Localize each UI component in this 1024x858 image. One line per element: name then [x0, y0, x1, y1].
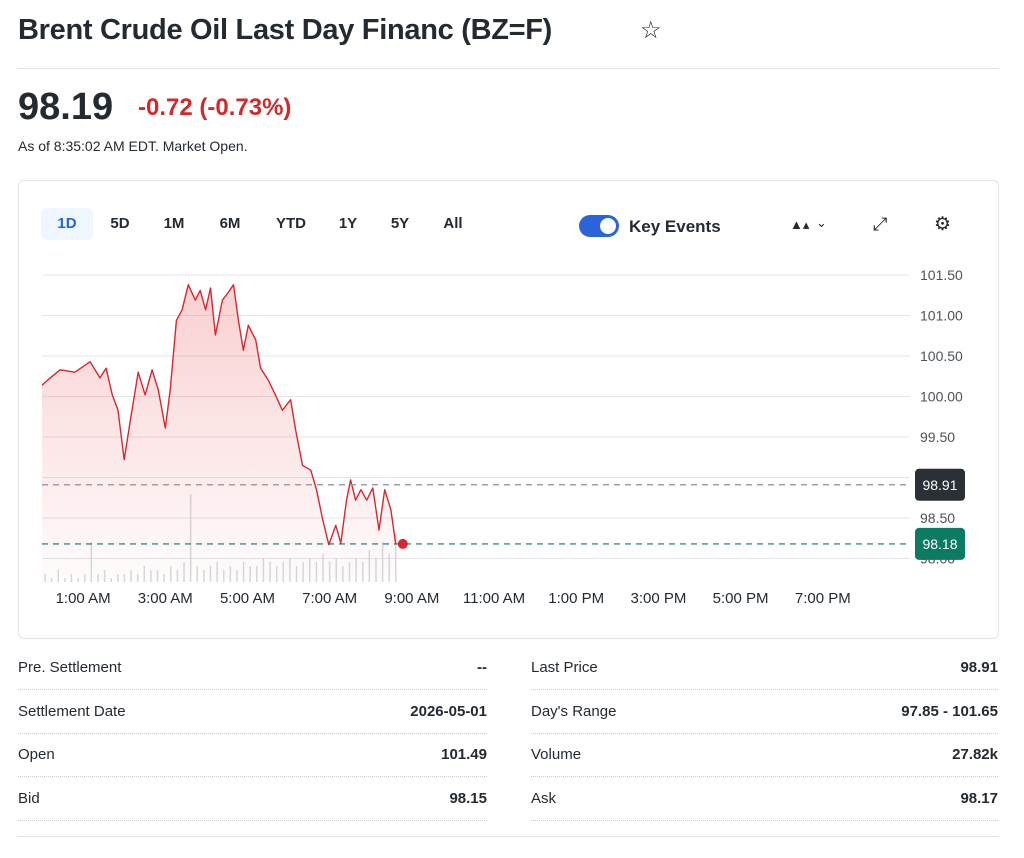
range-tab-5y[interactable]: 5Y: [390, 215, 410, 232]
range-tab-1y[interactable]: 1Y: [338, 215, 358, 232]
stat-label: Volume: [531, 746, 582, 763]
stat-row: Open 101.49: [18, 733, 487, 777]
stat-value: 98.15: [449, 790, 487, 807]
price-line: [41, 284, 397, 546]
chevron-down-icon[interactable]: ⌄: [816, 215, 827, 230]
stat-label: Open: [18, 746, 55, 763]
stat-label: Pre. Settlement: [18, 659, 122, 676]
range-tab-all[interactable]: All: [443, 215, 463, 232]
star-icon[interactable]: ☆: [640, 17, 662, 44]
stat-label: Last Price: [531, 659, 598, 676]
y-tick-label: 100.00: [920, 389, 963, 405]
stat-row: Volume 27.82k: [531, 733, 998, 777]
stat-label: Day's Range: [531, 703, 617, 720]
range-tab-5d[interactable]: 5D: [110, 215, 130, 232]
current-price: 98.19: [18, 86, 114, 128]
key-events-label: Key Events: [629, 217, 721, 236]
x-tick-label: 1:00 PM: [548, 590, 604, 607]
stat-row: Ask 98.17: [531, 777, 998, 821]
y-tick-label: 101.50: [920, 267, 963, 283]
chart-card: [18, 180, 999, 639]
gear-icon[interactable]: ⚙: [934, 214, 952, 235]
x-tick-label: 5:00 AM: [220, 590, 275, 607]
range-tab-6m[interactable]: 6M: [219, 215, 241, 232]
stat-value: 98.17: [960, 790, 998, 807]
x-tick-label: 5:00 PM: [713, 590, 769, 607]
stat-label: Ask: [531, 790, 557, 807]
stat-label: Bid: [18, 790, 40, 807]
y-tick-label: 101.00: [920, 308, 963, 324]
current-price-badge: [915, 527, 965, 560]
price-change: -0.72 (-0.73%): [138, 94, 292, 121]
y-tick-label: 99.50: [920, 429, 955, 445]
prev-close-label: 98.91: [922, 477, 957, 493]
prev-close-badge: [915, 468, 965, 501]
stat-value: 97.85 - 101.65: [901, 703, 998, 720]
stat-value: 98.91: [960, 659, 998, 676]
page-title: Brent Crude Oil Last Day Financ (BZ=F): [18, 14, 553, 46]
stat-row: Bid 98.15: [18, 777, 487, 821]
stat-value: 2026-05-01: [410, 703, 487, 720]
x-tick-label: 7:00 PM: [795, 590, 851, 607]
y-tick-label: 98.50: [920, 510, 955, 526]
price-area: [42, 284, 396, 582]
x-tick-label: 3:00 AM: [138, 590, 193, 607]
price-chart[interactable]: 101.50101.00100.50100.0099.5098.5098.001…: [0, 0, 1024, 640]
divider: [18, 68, 998, 69]
x-tick-label: 3:00 PM: [630, 590, 686, 607]
stat-value: --: [477, 659, 487, 676]
expand-icon[interactable]: ⤢: [873, 214, 888, 234]
stat-row: Settlement Date 2026-05-01: [18, 690, 487, 734]
stat-row: Pre. Settlement --: [18, 646, 487, 690]
as-of-timestamp: As of 8:35:02 AM EDT. Market Open.: [18, 138, 248, 154]
stat-row: Last Price 98.91: [531, 646, 998, 690]
current-price-label: 98.18: [922, 536, 957, 552]
range-tab-1m[interactable]: 1M: [163, 215, 185, 232]
x-tick-label: 7:00 AM: [302, 590, 357, 607]
x-tick-label: 11:00 AM: [463, 590, 525, 607]
y-tick-label: 100.50: [920, 348, 963, 364]
current-price-dot: [397, 538, 408, 549]
range-tab-ytd[interactable]: YTD: [276, 215, 306, 232]
mountain-chart-icon[interactable]: ▲▴: [790, 217, 810, 232]
key-events-toggle[interactable]: [579, 215, 619, 237]
stat-label: Settlement Date: [18, 703, 126, 720]
range-tab-1d[interactable]: 1D: [41, 208, 93, 240]
stat-value: 27.82k: [952, 746, 998, 763]
x-tick-label: 1:00 AM: [56, 590, 111, 607]
stat-row: Day's Range 97.85 - 101.65: [531, 690, 998, 734]
stat-value: 101.49: [441, 746, 487, 763]
x-tick-label: 9:00 AM: [384, 590, 439, 607]
divider: [18, 836, 998, 837]
